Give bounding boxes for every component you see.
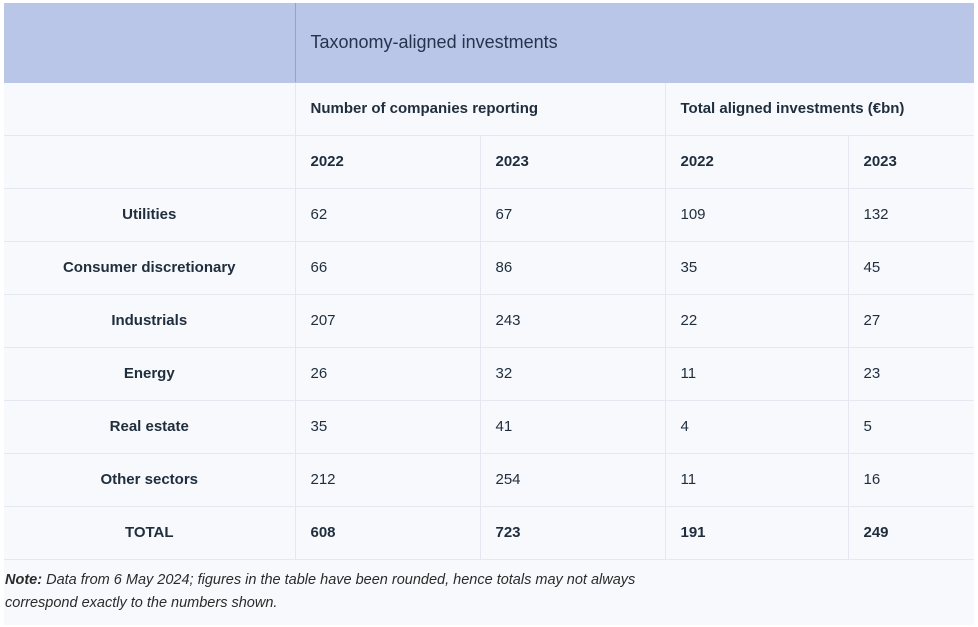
value-cell: 32 (480, 347, 666, 401)
total-row: TOTAL 608 723 191 249 (4, 506, 974, 560)
table-row: Consumer discretionary 66 86 35 45 (4, 241, 974, 295)
empty-header-cell (4, 82, 296, 136)
value-cell: 132 (848, 188, 974, 242)
total-value-cell: 191 (665, 506, 849, 560)
table-row: Real estate 35 41 4 5 (4, 400, 974, 454)
sector-label: Consumer discretionary (4, 241, 296, 295)
sector-label: Energy (4, 347, 296, 401)
year-header: 2022 (665, 135, 849, 189)
value-cell: 41 (480, 400, 666, 454)
value-cell: 45 (848, 241, 974, 295)
sector-label: Real estate (4, 400, 296, 454)
table-row: Other sectors 212 254 11 16 (4, 453, 974, 507)
value-cell: 254 (480, 453, 666, 507)
value-cell: 62 (295, 188, 481, 242)
note-label: Note: (5, 572, 43, 588)
taxonomy-investments-table: Taxonomy-aligned investments Number of c… (4, 3, 974, 560)
value-cell: 5 (848, 400, 974, 454)
empty-header-cell (4, 135, 296, 189)
value-cell: 109 (665, 188, 849, 242)
value-cell: 66 (295, 241, 481, 295)
value-cell: 23 (848, 347, 974, 401)
value-cell: 26 (295, 347, 481, 401)
year-header: 2023 (848, 135, 974, 189)
table-row: Utilities 62 67 109 132 (4, 188, 974, 242)
total-value-cell: 249 (848, 506, 974, 560)
value-cell: 11 (665, 347, 849, 401)
year-header: 2023 (480, 135, 666, 189)
total-value-cell: 608 (295, 506, 481, 560)
year-header: 2022 (295, 135, 481, 189)
value-cell: 16 (848, 453, 974, 507)
group-header-investments: Total aligned investments (€bn) (665, 82, 974, 136)
value-cell: 35 (665, 241, 849, 295)
table-row: Industrials 207 243 22 27 (4, 294, 974, 348)
group-header-row: Number of companies reporting Total alig… (4, 82, 974, 136)
note-text: Data from 6 May 2024; figures in the tab… (5, 572, 636, 611)
group-header-companies: Number of companies reporting (295, 82, 666, 136)
table-title: Taxonomy-aligned investments (294, 3, 974, 83)
value-cell: 11 (665, 453, 849, 507)
value-cell: 243 (480, 294, 666, 348)
year-header-row: 2022 2023 2022 2023 (4, 135, 974, 189)
value-cell: 22 (665, 294, 849, 348)
table-footnote: Note: Data from 6 May 2024; figures in t… (5, 569, 705, 615)
value-cell: 86 (480, 241, 666, 295)
total-label: TOTAL (4, 506, 296, 560)
total-value-cell: 723 (480, 506, 666, 560)
value-cell: 67 (480, 188, 666, 242)
sector-label: Utilities (4, 188, 296, 242)
table-row: Energy 26 32 11 23 (4, 347, 974, 401)
value-cell: 212 (295, 453, 481, 507)
sector-label: Industrials (4, 294, 296, 348)
value-cell: 207 (295, 294, 481, 348)
table-container: Taxonomy-aligned investments Number of c… (4, 3, 974, 625)
value-cell: 27 (848, 294, 974, 348)
corner-cell (4, 3, 295, 83)
sector-label: Other sectors (4, 453, 296, 507)
value-cell: 4 (665, 400, 849, 454)
table-title-row: Taxonomy-aligned investments (4, 3, 974, 83)
value-cell: 35 (295, 400, 481, 454)
